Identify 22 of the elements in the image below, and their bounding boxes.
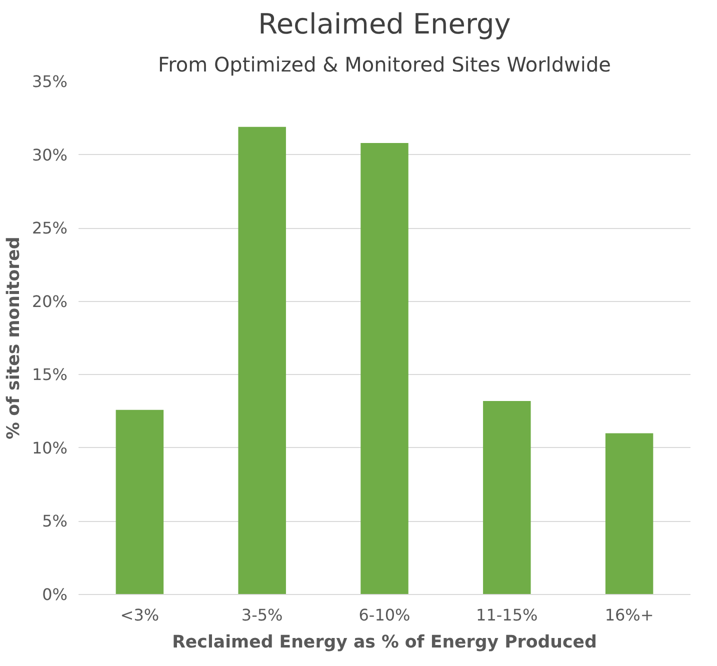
- bar: [483, 401, 531, 594]
- bar: [360, 143, 408, 594]
- y-tick-label: 20%: [32, 292, 68, 311]
- x-axis-title: Reclaimed Energy as % of Energy Produced: [172, 632, 597, 652]
- x-tick-label: 16%+: [604, 606, 654, 624]
- x-tick-label: <3%: [120, 606, 160, 624]
- chart-subtitle: From Optimized & Monitored Sites Worldwide: [158, 52, 611, 76]
- bar: [238, 126, 286, 594]
- x-tick-label: 3-5%: [241, 606, 283, 624]
- y-tick-label: 0%: [42, 585, 68, 604]
- bar: [605, 433, 654, 594]
- x-tick-label: 11-15%: [476, 606, 538, 624]
- y-tick-label: 5%: [42, 512, 68, 531]
- chart-title: Reclaimed Energy: [258, 8, 511, 40]
- y-tick-label: 15%: [32, 365, 68, 384]
- y-tick-label: 35%: [32, 72, 68, 91]
- y-tick-label: 25%: [32, 218, 68, 238]
- x-tick-label: 6-10%: [358, 606, 410, 624]
- y-axis-title: % of sites monitored: [4, 236, 24, 440]
- bar: [116, 410, 164, 594]
- y-tick-label: 30%: [32, 145, 68, 164]
- y-tick-label: 10%: [32, 438, 68, 458]
